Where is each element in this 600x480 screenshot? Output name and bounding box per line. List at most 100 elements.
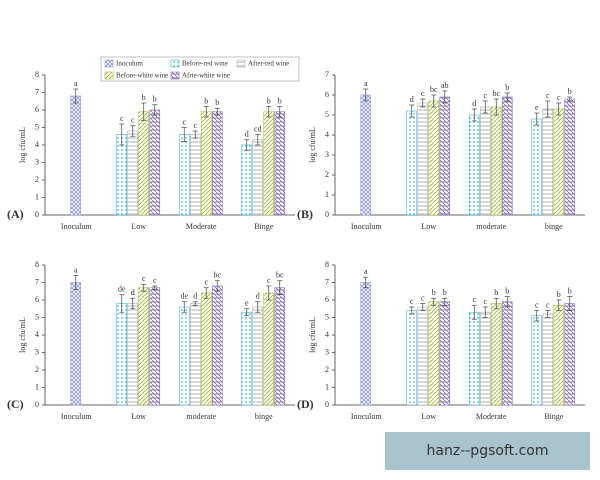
bar bbox=[490, 303, 502, 406]
error-bar bbox=[363, 276, 369, 289]
error-bar bbox=[545, 100, 551, 118]
y-tick-label: 0 bbox=[35, 210, 39, 219]
bar bbox=[406, 310, 418, 406]
y-tick-label: 5 bbox=[325, 110, 329, 119]
bar bbox=[149, 109, 161, 216]
bar bbox=[501, 96, 513, 216]
y-tick-label: 2 bbox=[325, 365, 329, 374]
bar bbox=[70, 282, 82, 406]
significance-label: c bbox=[421, 89, 425, 98]
significance-label: c bbox=[182, 117, 186, 126]
significance-label: c bbox=[142, 274, 146, 283]
bar bbox=[138, 111, 150, 216]
y-tick-label: 1 bbox=[35, 382, 39, 391]
y-tick-label: 5 bbox=[35, 312, 39, 321]
significance-label: a bbox=[74, 265, 78, 274]
error-bar bbox=[471, 108, 477, 122]
significance-label: c bbox=[472, 295, 476, 304]
error-bar bbox=[409, 306, 415, 315]
bar bbox=[116, 303, 128, 406]
bar bbox=[274, 111, 286, 216]
error-bar bbox=[181, 301, 187, 313]
bar bbox=[439, 301, 451, 406]
y-tick-label: 2 bbox=[35, 365, 39, 374]
legend-label: After-red wine bbox=[248, 60, 289, 68]
y-tick-label: 6 bbox=[325, 90, 329, 99]
y-tick-label: 4 bbox=[325, 330, 329, 339]
significance-label: b bbox=[557, 290, 561, 299]
error-bar bbox=[545, 310, 551, 318]
significance-label: b bbox=[267, 96, 271, 105]
y-tick-label: 8 bbox=[35, 260, 39, 269]
y-axis-label: log cfu/mL bbox=[308, 317, 317, 353]
error-bar bbox=[266, 106, 272, 118]
legend-label: Afrte-white wine bbox=[182, 72, 230, 80]
error-bar bbox=[130, 297, 136, 310]
significance-label: c bbox=[410, 297, 414, 306]
significance-label: b bbox=[204, 96, 208, 105]
error-bar bbox=[255, 134, 261, 146]
bar bbox=[200, 292, 212, 406]
significance-label: bc bbox=[430, 85, 438, 94]
error-bar bbox=[504, 296, 510, 308]
bar bbox=[406, 110, 418, 216]
error-bar bbox=[420, 303, 426, 311]
bar bbox=[127, 303, 139, 406]
y-axis-label: log cfu/mL bbox=[18, 317, 27, 353]
bar bbox=[468, 114, 480, 216]
significance-label: de bbox=[118, 285, 126, 294]
panel-label: (D) bbox=[297, 397, 314, 411]
bar bbox=[70, 95, 82, 216]
significance-label: c bbox=[483, 91, 487, 100]
bar bbox=[211, 285, 223, 406]
legend-label: Before-red wine bbox=[182, 60, 228, 68]
error-bar bbox=[493, 297, 499, 310]
bar bbox=[360, 282, 372, 406]
error-bar bbox=[567, 96, 573, 102]
legend-swatch bbox=[104, 59, 114, 68]
error-bar bbox=[493, 98, 499, 116]
significance-label: c bbox=[557, 93, 561, 102]
bar bbox=[138, 287, 150, 406]
error-bar bbox=[482, 306, 488, 318]
y-tick-label: 4 bbox=[35, 140, 39, 149]
legend-swatch bbox=[104, 71, 114, 80]
error-bar bbox=[192, 130, 198, 139]
significance-label: c bbox=[193, 121, 197, 130]
bar bbox=[439, 96, 451, 216]
significance-label: de bbox=[180, 292, 188, 301]
significance-label: d bbox=[472, 99, 476, 108]
y-tick-label: 1 bbox=[35, 192, 39, 201]
bar bbox=[531, 315, 543, 406]
y-tick-label: 5 bbox=[35, 122, 39, 131]
legend-box bbox=[100, 56, 300, 82]
significance-label: b bbox=[142, 93, 146, 102]
bar bbox=[468, 311, 480, 406]
error-bar bbox=[141, 102, 147, 121]
error-bar bbox=[152, 104, 158, 116]
bar bbox=[360, 94, 372, 216]
significance-label: b bbox=[215, 98, 219, 107]
x-tick-label: Low bbox=[131, 222, 146, 231]
significance-label: b bbox=[153, 95, 157, 104]
bar bbox=[479, 106, 491, 216]
panel-label: (A) bbox=[7, 207, 24, 221]
legend-swatch bbox=[170, 71, 180, 80]
y-tick-label: 0 bbox=[325, 210, 329, 219]
error-bar bbox=[556, 102, 562, 116]
significance-label: a bbox=[74, 79, 78, 88]
significance-label: c bbox=[546, 300, 550, 309]
bar bbox=[149, 287, 161, 406]
error-bar bbox=[482, 100, 488, 114]
y-tick-label: 7 bbox=[325, 277, 329, 286]
bar bbox=[178, 134, 190, 216]
y-tick-label: 8 bbox=[325, 260, 329, 269]
bar bbox=[501, 301, 513, 406]
bar bbox=[417, 306, 429, 406]
y-tick-label: 6 bbox=[325, 295, 329, 304]
error-bar bbox=[181, 127, 187, 142]
panel-label: (C) bbox=[7, 397, 24, 411]
significance-label: c bbox=[120, 114, 124, 123]
y-tick-label: 3 bbox=[325, 150, 329, 159]
